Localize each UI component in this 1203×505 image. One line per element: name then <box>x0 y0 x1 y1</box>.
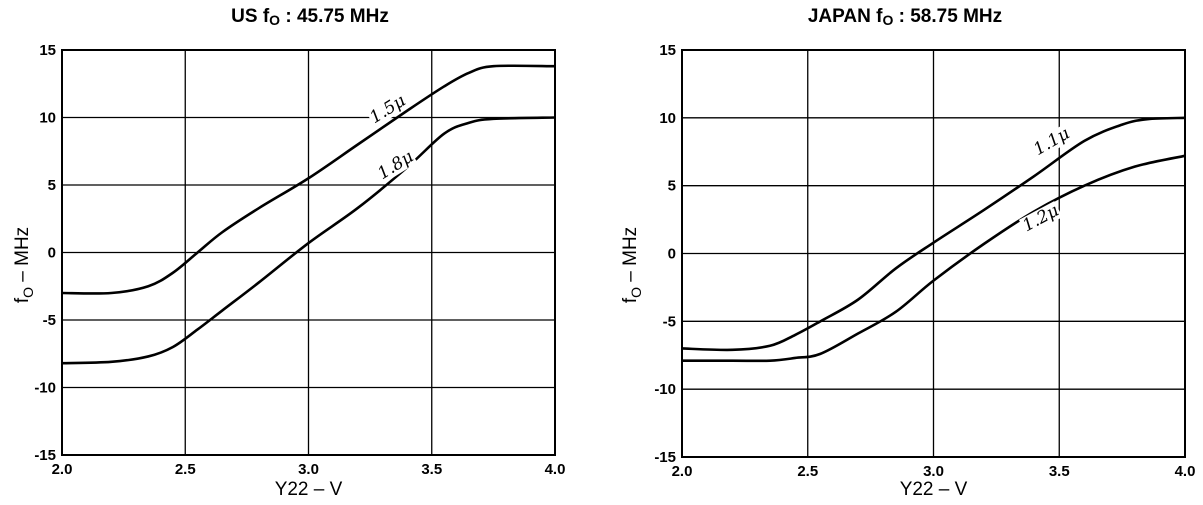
line-chart-svg: 1.5μ1.8μ 2.0 2.5 3.0 3.5 4.0151050-5-10-15Y2… <box>12 42 565 500</box>
y-tick-label: 5 <box>48 177 56 194</box>
series-line <box>61 116 556 365</box>
y-tick-label: 0 <box>48 245 56 262</box>
title-rest: : 45.75 MHz <box>280 6 389 27</box>
x-axis-label: Y22 – V <box>275 479 343 500</box>
axes <box>61 49 556 456</box>
y-tick-label: 15 <box>659 42 676 59</box>
y-axis-label: fO – MHz <box>620 227 644 303</box>
series-label-bg <box>366 91 410 128</box>
x-tick-label: 2.5 <box>797 463 818 480</box>
y-tick-label: -10 <box>654 381 676 398</box>
series-line <box>681 154 1186 363</box>
title-subscript: O <box>882 12 894 28</box>
title-main: US f <box>231 6 270 27</box>
tick-labels: 2.0 2.5 3.0 3.5 4.0 15 10 5 0 -5 -10 -15 Y22 – V fO –… <box>12 42 565 500</box>
axes <box>681 49 1186 458</box>
plot-frame <box>61 49 556 456</box>
x-tick-label: 3.0 <box>298 461 319 478</box>
line-chart-svg: 1.1μ1.2μ 2.0 2.5 3.0 3.5 4.0151050-5-10-15Y2… <box>620 42 1195 500</box>
grid <box>682 50 1185 457</box>
tick-labels: 2.0 2.5 3.0 3.5 4.0 15 10 5 0 -5 -10 -15 Y22 – V fO –… <box>620 42 1195 500</box>
y-axis-label: fO – MHz <box>12 227 36 303</box>
series-label-bg <box>373 147 418 184</box>
title-rest: : 58.75 MHz <box>893 6 1003 27</box>
y-tick-label: 10 <box>659 110 676 127</box>
y-tick-label: 5 <box>668 178 676 195</box>
series-line <box>681 116 1186 352</box>
chart-title: US fO : 45.75 MHz <box>190 6 430 28</box>
y-tick-label: -5 <box>43 312 56 329</box>
series-line <box>61 64 556 295</box>
x-tick-label: 3.0 <box>923 463 944 480</box>
plot-frame <box>681 49 1186 458</box>
chart-panel-japan: JAPAN fO : 58.75 MHz 1.1μ 1.2μ 2.0 2.5 3.0 3… <box>600 0 1203 505</box>
y-tick-label: -10 <box>34 380 56 397</box>
x-tick-label: 4.0 <box>545 461 566 478</box>
series-label-bg <box>1029 123 1074 160</box>
x-tick-label: 2.5 <box>175 461 196 478</box>
y-tick-label: -5 <box>663 313 676 330</box>
title-main: JAPAN f <box>807 6 883 27</box>
x-tick-label: 3.5 <box>1049 463 1070 480</box>
title-subscript: O <box>269 12 281 28</box>
x-axis-label: Y22 – V <box>900 479 968 500</box>
x-tick-label: 3.5 <box>421 461 442 478</box>
y-tick-label: 15 <box>39 42 56 59</box>
grid <box>62 50 555 455</box>
y-tick-label: -15 <box>654 449 676 466</box>
y-tick-label: 0 <box>668 246 676 263</box>
x-tick-label: 2.0 <box>672 463 693 480</box>
chart-title: JAPAN fO : 58.75 MHz <box>780 6 1030 28</box>
x-tick-label: 2.0 <box>52 461 73 478</box>
series-label-bg <box>1018 201 1063 236</box>
y-tick-label: 10 <box>39 110 56 127</box>
chart-panel-us: US fO : 45.75 MHz 1.5μ 1.8μ 2.0 2.5 3.0 3.5 4… <box>0 0 600 505</box>
y-tick-label: -15 <box>34 447 56 464</box>
x-tick-label: 4.0 <box>1175 463 1196 480</box>
